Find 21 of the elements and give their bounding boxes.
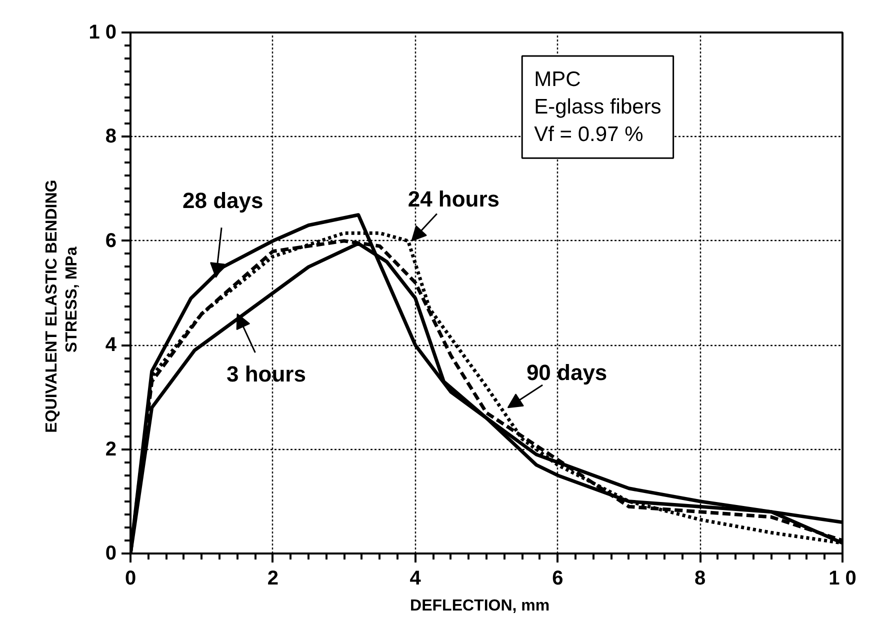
x-tick-label: 8 xyxy=(694,568,706,590)
x-tick-label: 2 xyxy=(267,568,278,590)
x-tick-label: 6 xyxy=(552,568,564,590)
annotation: 24 hours xyxy=(408,186,500,212)
y-tick-label: 6 xyxy=(105,230,116,252)
annotation: 28 days xyxy=(182,188,264,213)
annotation: MPC xyxy=(534,68,581,91)
annotation: 90 days xyxy=(526,360,608,386)
x-tick-label: 4 xyxy=(410,568,422,590)
y-tick-label: 8 xyxy=(105,126,116,148)
y-tick-label: 2 xyxy=(105,438,116,460)
annotation: 3 hours xyxy=(226,361,306,386)
y-tick-label: 4 xyxy=(105,334,118,356)
y-tick-label: 1 0 xyxy=(88,22,117,44)
annotation: Vf = 0.97 % xyxy=(534,123,644,146)
y-tick-label: 0 xyxy=(105,542,116,564)
x-tick-label: 0 xyxy=(124,568,136,590)
x-axis-title: DEFLECTION, mm xyxy=(410,598,550,614)
x-tick-label: 1 0 xyxy=(828,568,856,590)
annotation: E-glass fibers xyxy=(534,96,662,119)
y-axis-title: EQUIVALENT ELASTIC BENDING STRESS, MPa xyxy=(43,180,81,433)
